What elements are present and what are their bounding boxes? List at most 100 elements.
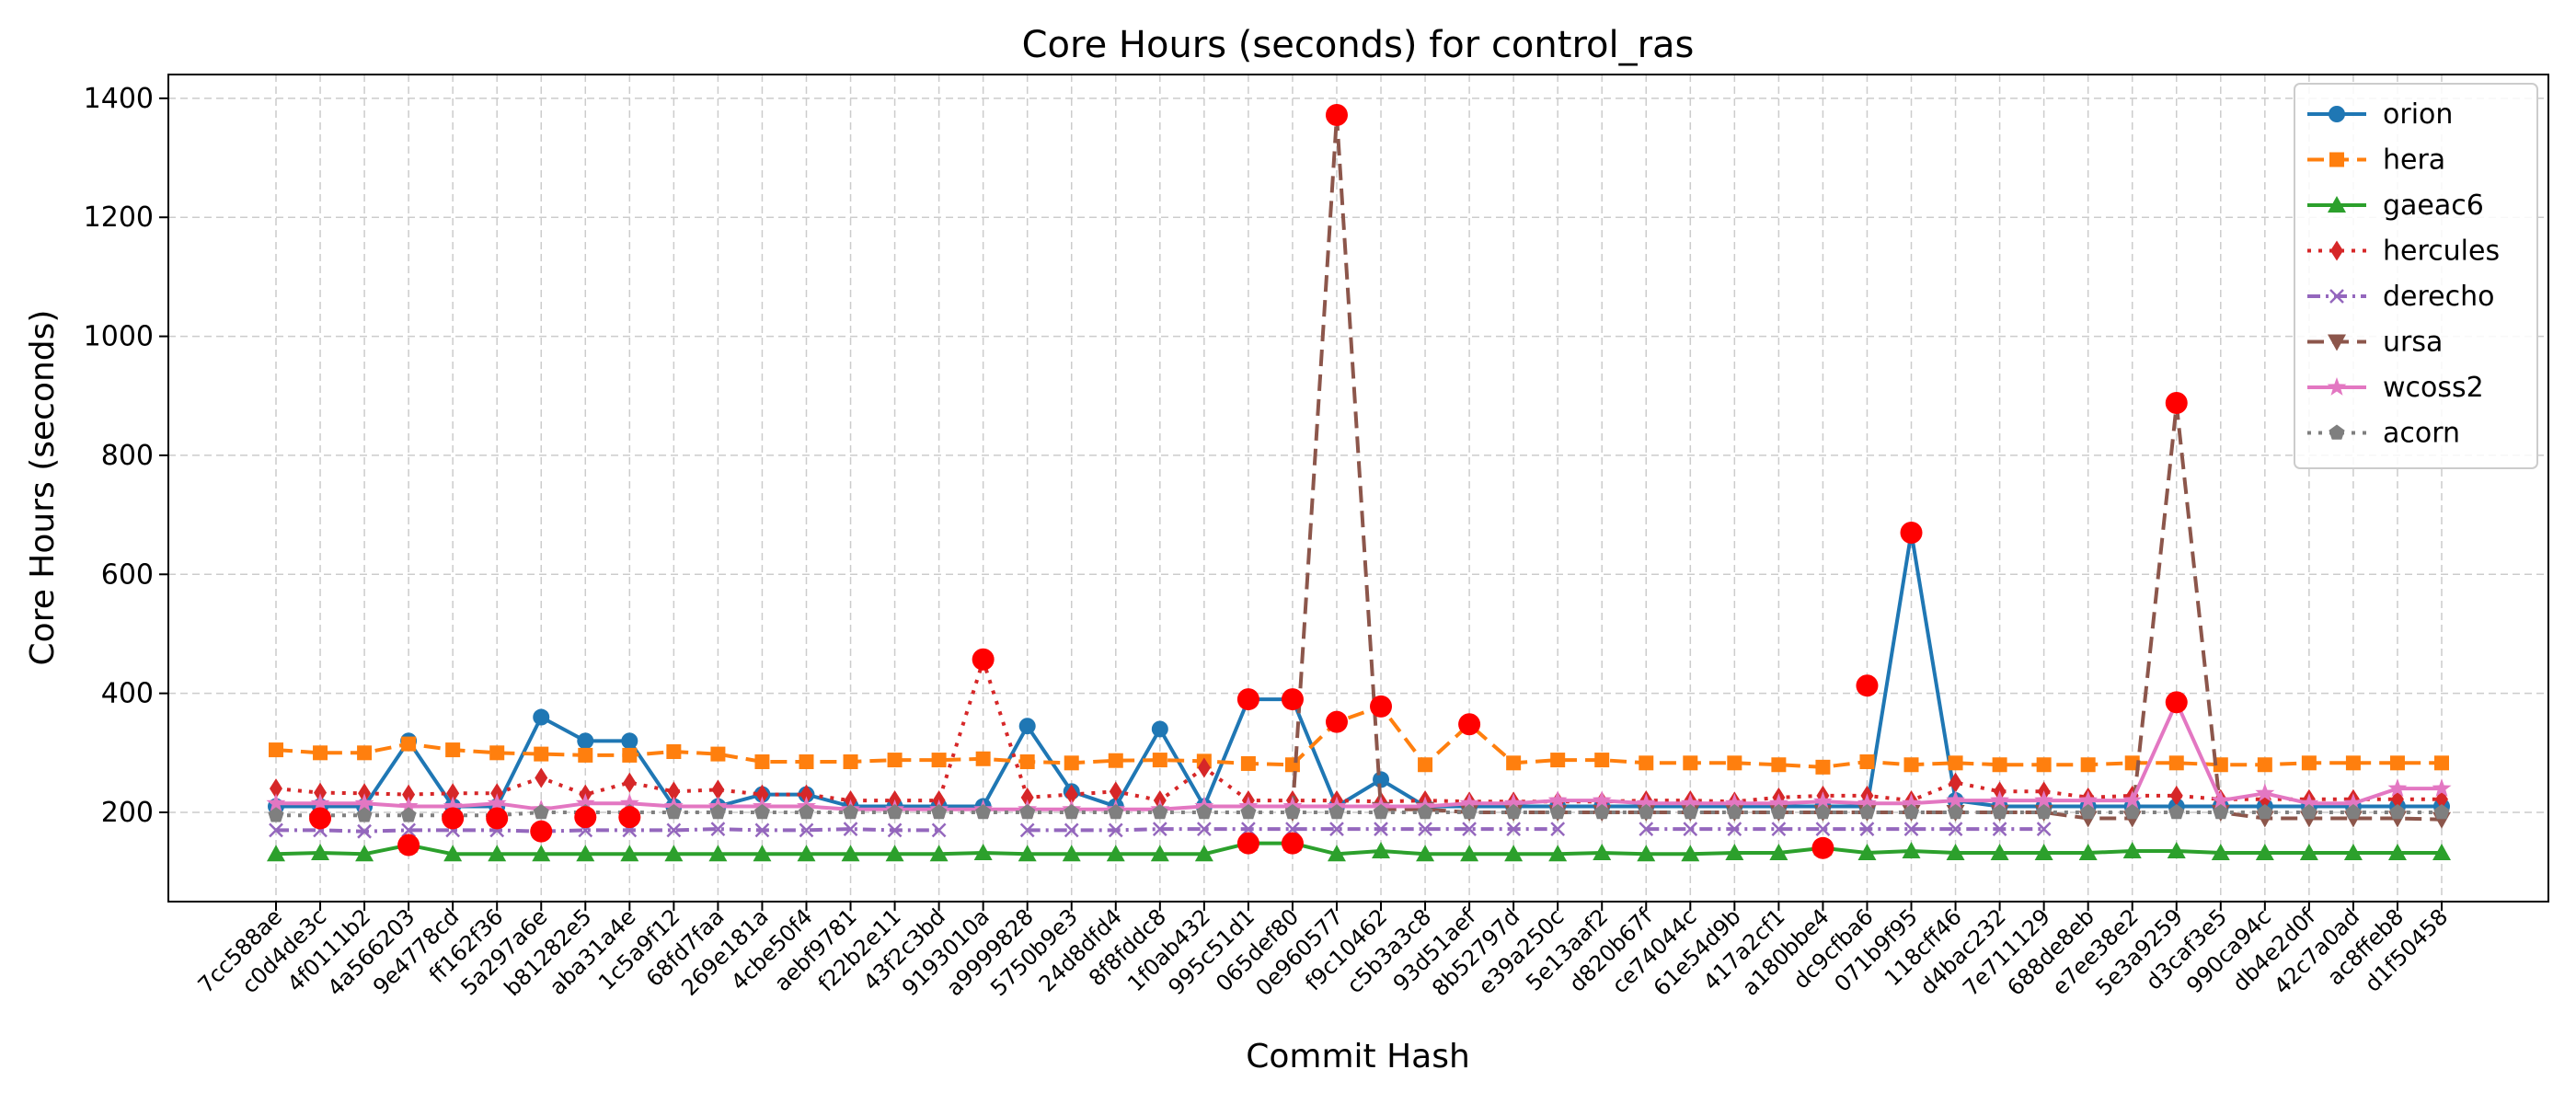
highlight-point xyxy=(618,806,641,829)
legend-label: ursa xyxy=(2383,327,2443,359)
series-derecho xyxy=(269,822,2052,839)
data-point-gaeac6 xyxy=(443,845,463,862)
data-point-hercules xyxy=(799,784,813,805)
data-point-derecho xyxy=(1815,822,1831,836)
data-point-acorn xyxy=(2036,804,2053,820)
data-point-acorn xyxy=(1682,804,1698,820)
data-point-hera xyxy=(445,742,461,758)
data-point-gaeac6 xyxy=(1194,845,1213,862)
data-point-hera xyxy=(710,746,726,762)
data-point-wcoss2 xyxy=(487,793,507,812)
data-point-wcoss2 xyxy=(310,793,330,812)
data-point-gaeac6 xyxy=(929,845,949,862)
data-point-hercules xyxy=(358,783,372,804)
data-point-hercules xyxy=(270,778,282,799)
data-point-hera xyxy=(2389,755,2405,771)
data-point-gaeac6 xyxy=(620,845,639,862)
data-point-hera xyxy=(2213,757,2228,773)
highlight-point xyxy=(397,834,420,857)
data-point-derecho xyxy=(1374,822,1388,836)
data-point-hera xyxy=(1903,757,1919,773)
legend-item-derecho: derecho xyxy=(2307,281,2495,313)
data-point-hera xyxy=(534,746,549,762)
data-point-derecho xyxy=(799,822,814,838)
data-point-hera xyxy=(401,736,417,752)
highlight-point xyxy=(1236,832,1259,855)
data-point-wcoss2 xyxy=(354,793,374,812)
data-point-hera xyxy=(843,754,858,770)
data-point-gaeac6 xyxy=(1416,845,1435,862)
data-point-gaeac6 xyxy=(797,845,816,862)
data-point-acorn xyxy=(1770,804,1787,820)
data-point-wcoss2 xyxy=(2211,790,2231,809)
data-point-hera xyxy=(1064,755,1079,771)
chart-title: Core Hours (seconds) for control_ras xyxy=(1022,24,1695,66)
legend-label: hercules xyxy=(2383,236,2500,268)
legend: orion hera gaeac6 hercules derecho ursa wcoss2… xyxy=(2294,83,2538,469)
data-point-acorn xyxy=(1858,804,1875,820)
data-point-wcoss2 xyxy=(1813,791,1833,811)
data-point-hercules xyxy=(402,784,416,805)
data-point-hera xyxy=(1727,755,1742,771)
data-point-acorn xyxy=(1373,804,1389,820)
data-point-gaeac6 xyxy=(1062,845,1081,862)
data-point-wcoss2 xyxy=(2255,783,2275,802)
data-point-derecho xyxy=(269,822,283,838)
data-point-acorn xyxy=(1948,804,1964,820)
data-point-gaeac6 xyxy=(2299,843,2318,860)
data-point-orion xyxy=(1018,718,1036,735)
data-point-hera xyxy=(887,753,903,768)
data-point-hera xyxy=(1815,759,1831,775)
data-point-gaeac6 xyxy=(267,845,285,862)
data-point-acorn xyxy=(1593,804,1610,820)
data-point-derecho xyxy=(1418,822,1432,836)
data-point-hercules xyxy=(490,783,504,804)
series-line-wcoss2 xyxy=(276,700,2442,811)
data-point-hera xyxy=(2345,755,2361,771)
data-point-acorn xyxy=(1903,804,1920,820)
data-point-orion xyxy=(1373,771,1390,788)
data-point-derecho xyxy=(666,822,682,838)
data-point-acorn xyxy=(400,807,417,822)
data-point-hera xyxy=(1639,755,1654,771)
data-point-gaeac6 xyxy=(2078,843,2098,860)
highlight-point xyxy=(530,820,553,843)
data-point-hera xyxy=(1240,755,1256,771)
data-point-gaeac6 xyxy=(1637,845,1656,862)
highlight-point xyxy=(1370,695,1393,718)
data-point-gaeac6 xyxy=(1593,843,1612,860)
data-point-gaeac6 xyxy=(1902,842,1921,859)
data-point-gaeac6 xyxy=(2167,842,2186,859)
y-tick-label: 800 xyxy=(101,440,154,472)
data-point-wcoss2 xyxy=(1592,790,1612,809)
x-axis-label: Commit Hash xyxy=(1246,1038,1470,1075)
legend-item-gaeac6: gaeac6 xyxy=(2307,190,2484,222)
data-point-acorn xyxy=(2301,804,2317,820)
data-point-gaeac6 xyxy=(753,845,772,862)
data-point-wcoss2 xyxy=(1547,790,1568,809)
data-point-wcoss2 xyxy=(1990,790,2010,809)
data-point-hera xyxy=(2168,755,2184,771)
data-point-hercules xyxy=(1020,787,1034,808)
data-point-hera xyxy=(1019,754,1035,770)
series-line-acorn xyxy=(276,811,2442,818)
highlight-point xyxy=(1811,836,1834,859)
legend-marker xyxy=(2327,377,2347,396)
highlight-point xyxy=(2165,392,2188,415)
data-point-gaeac6 xyxy=(1946,843,1965,860)
data-point-derecho xyxy=(1550,822,1566,836)
data-point-wcoss2 xyxy=(1636,793,1656,812)
data-point-acorn xyxy=(753,804,770,820)
data-point-derecho xyxy=(1108,822,1123,838)
data-point-gaeac6 xyxy=(2387,843,2407,860)
data-point-gaeac6 xyxy=(1372,842,1391,859)
plot-frame xyxy=(167,74,2549,903)
highlight-point xyxy=(1325,103,1348,126)
y-tick-label: 1200 xyxy=(84,201,154,234)
data-point-derecho xyxy=(357,823,372,839)
data-point-wcoss2 xyxy=(1680,793,1700,812)
data-point-gaeac6 xyxy=(2255,843,2274,860)
highlight-point xyxy=(1900,522,1923,545)
data-point-acorn xyxy=(1108,804,1124,820)
